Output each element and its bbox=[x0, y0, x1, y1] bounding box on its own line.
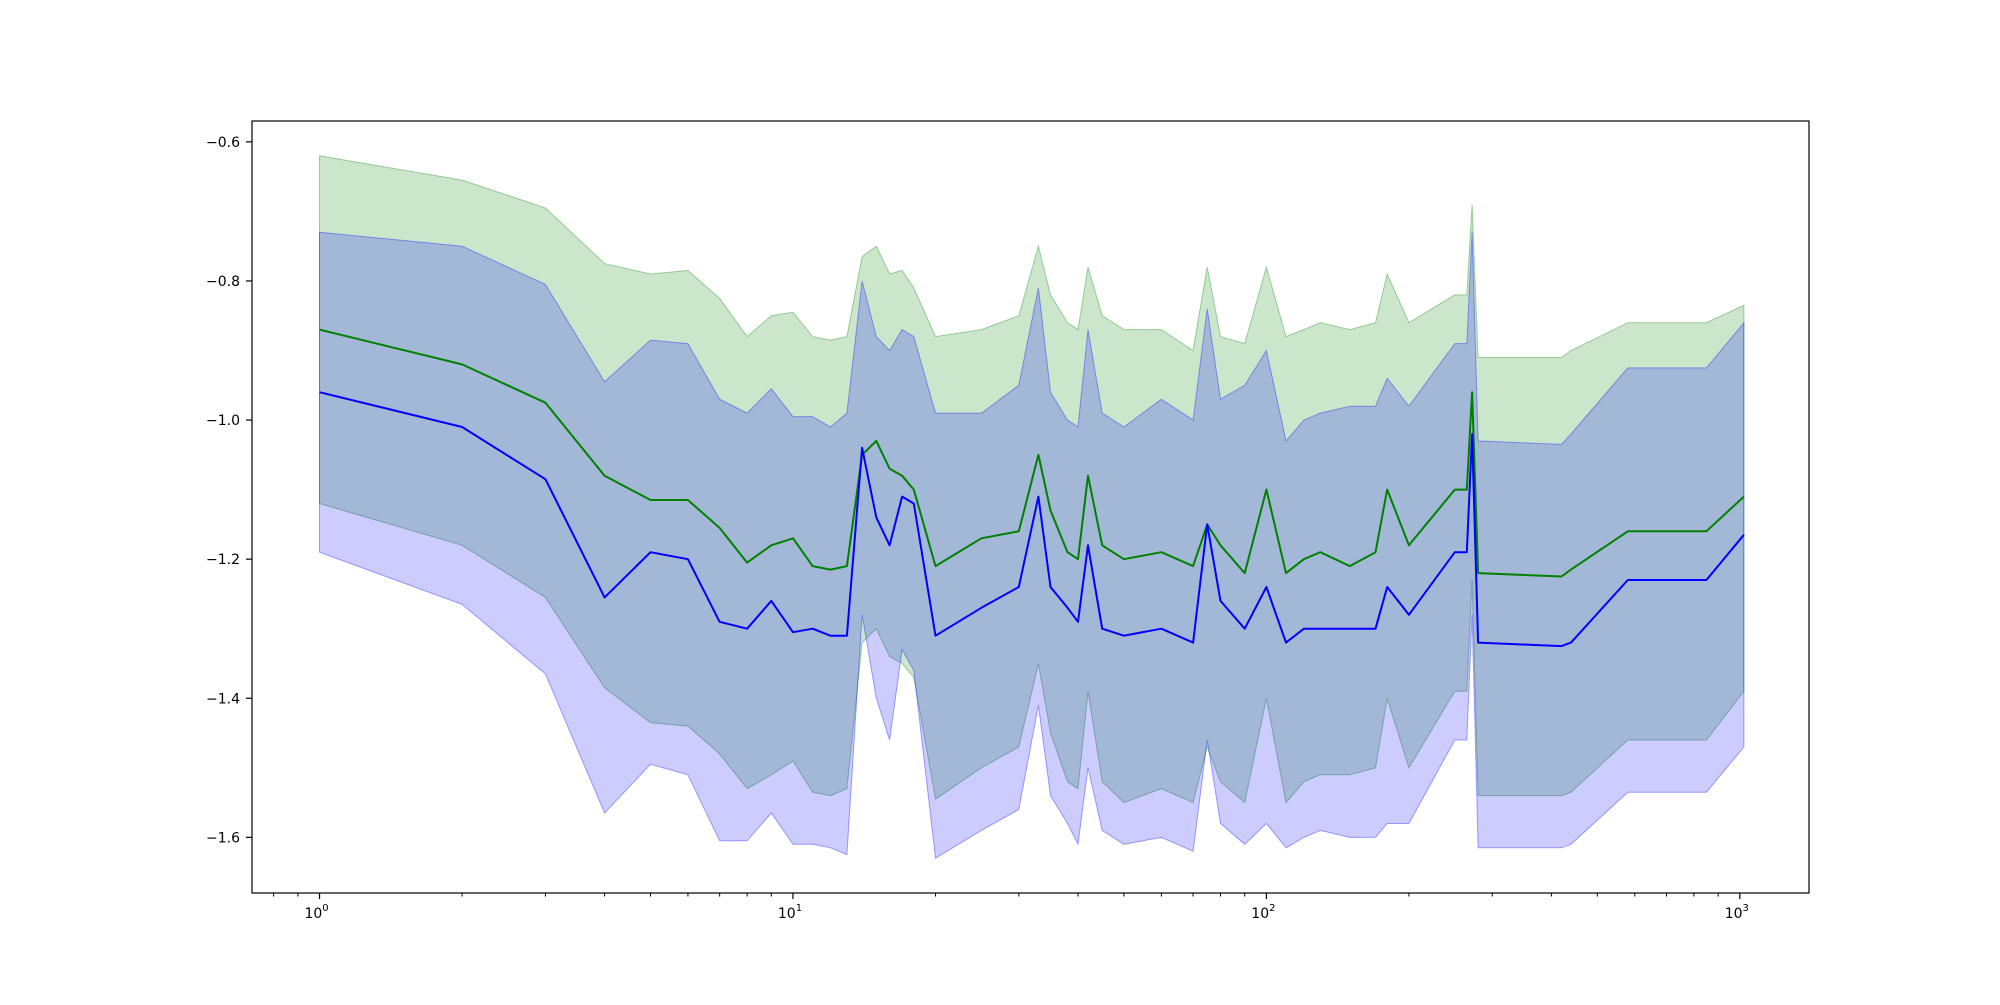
y-tick-label: −1.0 bbox=[206, 413, 240, 429]
series-1-line bbox=[319, 328, 1745, 578]
y-tick-label: −0.6 bbox=[206, 135, 240, 151]
axes-frame bbox=[251, 120, 1810, 894]
x-tick-label: 103 bbox=[1725, 903, 1749, 922]
x-tick-label: 100 bbox=[304, 903, 328, 922]
axis-ticks: −0.6 −0.8 −1.0 −1.2 −1.4 −1.6 100 101 102 103 bbox=[206, 135, 1749, 922]
series-2-band bbox=[319, 231, 1745, 860]
x-tick-label: 101 bbox=[778, 903, 802, 922]
y-tick-label: −0.8 bbox=[206, 274, 240, 290]
plot-area bbox=[319, 155, 1745, 860]
y-tick-label: −1.2 bbox=[206, 552, 240, 568]
y-tick-label: −1.6 bbox=[206, 830, 240, 846]
x-tick-label: 102 bbox=[1251, 903, 1275, 922]
series-2-line bbox=[319, 391, 1745, 648]
y-tick-label: −1.4 bbox=[206, 691, 240, 707]
